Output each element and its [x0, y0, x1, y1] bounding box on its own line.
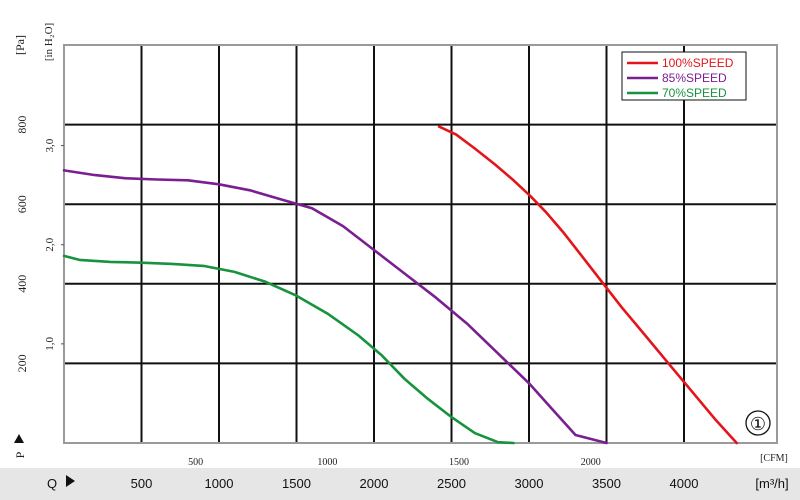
- y-axis-symbol: P: [13, 451, 27, 458]
- chart-badge-circle: [745, 410, 771, 436]
- x-secondary-tick-label: 1000: [317, 457, 337, 468]
- y-tick-label: 600: [15, 195, 29, 213]
- x-secondary-tick-label: 500: [188, 457, 203, 468]
- curves: [62, 125, 738, 445]
- x-axis-arrow-icon: [66, 475, 75, 487]
- y-tick-label: 200: [15, 354, 29, 372]
- x-tick-label: 2000: [360, 476, 389, 491]
- x-axis-unit-label: [m³/h]: [755, 476, 788, 491]
- x-axis-secondary-unit-label: [CFM]: [760, 453, 788, 464]
- y-tick-label: 400: [15, 275, 29, 293]
- y-secondary-tick-label: 1,0: [44, 336, 56, 350]
- series-line: [62, 254, 515, 445]
- x-axis-symbol: Q: [47, 476, 57, 491]
- y-secondary-tick-label: 3,0: [44, 138, 56, 152]
- x-axis-band: [0, 468, 800, 500]
- x-secondary-tick-label: 2000: [581, 457, 601, 468]
- series-line: [62, 169, 608, 445]
- y-axis-unit-label: [Pa]: [13, 35, 27, 55]
- y-secondary-tick-label: 2,0: [44, 237, 56, 251]
- y-tick-label: 800: [15, 116, 29, 134]
- x-tick-label: 3000: [515, 476, 544, 491]
- y-axis-arrow-icon: [14, 434, 24, 443]
- x-tick-label: 3500: [592, 476, 621, 491]
- chart-badge: ①: [750, 414, 766, 434]
- series-line: [437, 125, 738, 445]
- grid: [64, 45, 777, 443]
- x-tick-label: 1500: [282, 476, 311, 491]
- x-secondary-tick-label: 1500: [449, 457, 469, 468]
- x-tick-label: 2500: [437, 476, 466, 491]
- x-tick-label: 500: [131, 476, 153, 491]
- legend-label: 85%SPEED: [662, 71, 727, 85]
- legend-label: 70%SPEED: [662, 86, 727, 100]
- y-axis-secondary-unit-label: [in H₂O]: [43, 23, 55, 61]
- plot-frame: [63, 44, 778, 444]
- legend-label: 100%SPEED: [662, 56, 734, 70]
- x-tick-label: 1000: [205, 476, 234, 491]
- x-tick-label: 4000: [670, 476, 699, 491]
